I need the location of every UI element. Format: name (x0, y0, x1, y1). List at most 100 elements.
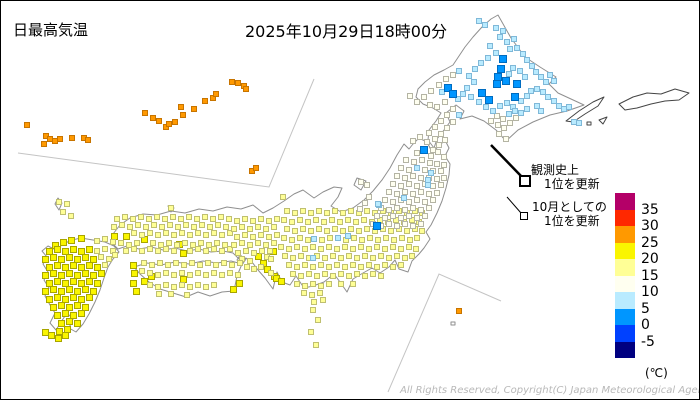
station-square-ly (119, 222, 125, 228)
station-square-iv (411, 159, 417, 165)
station-square-y (81, 253, 89, 261)
station-square-y (85, 245, 93, 253)
station-square-ly (147, 282, 153, 288)
station-square-ly (171, 248, 177, 254)
pointer-line-alltime (490, 144, 523, 178)
station-square-ly (147, 246, 153, 252)
station-square-ly (266, 234, 272, 240)
station-square-y (47, 331, 55, 339)
station-square-ly (159, 224, 165, 230)
station-square-y (57, 271, 65, 279)
station-square-o (456, 308, 462, 314)
station-square-ly (305, 237, 311, 243)
station-square-ly (199, 222, 205, 228)
station-square-y (69, 277, 77, 285)
station-square-ly (154, 214, 160, 220)
station-square-ly (375, 237, 381, 243)
station-square-o (213, 91, 219, 97)
station-square-pb (511, 36, 517, 42)
station-square-ly (131, 230, 137, 236)
station-square-ly (308, 228, 314, 234)
station-square-y (77, 309, 85, 317)
station-square-iv (507, 120, 513, 126)
station-square-pb (518, 98, 524, 104)
station-square-y (65, 317, 73, 325)
station-square-iv (422, 213, 428, 219)
station-square-y (55, 327, 63, 335)
station-square-o (191, 106, 197, 112)
station-square-iv (432, 136, 438, 142)
station-square-o (150, 115, 156, 121)
station-square-y (53, 311, 61, 319)
station-square-y (45, 279, 53, 287)
station-square-ly (126, 242, 132, 248)
station-square-ly (414, 235, 420, 241)
station-square-iv (410, 173, 416, 179)
legend-cell (615, 226, 635, 243)
station-square-ly (346, 253, 352, 259)
station-square-ly (150, 240, 156, 246)
station-square-ly (297, 217, 303, 223)
station-square-y (45, 295, 53, 303)
station-square-iv (406, 213, 412, 219)
station-square-ly (250, 218, 256, 224)
station-square-y (235, 279, 243, 287)
station-square-iv (421, 94, 427, 100)
station-square-pb (524, 93, 530, 99)
station-square-ly (359, 237, 365, 243)
station-square-pb (476, 99, 482, 105)
station-square-ly (268, 256, 274, 262)
station-square-ly (378, 253, 384, 259)
station-square-mb (478, 89, 486, 97)
station-square-y (61, 263, 69, 271)
station-square-ly (294, 264, 300, 270)
station-square-ly (195, 270, 201, 276)
station-square-ly (382, 246, 388, 252)
station-square-ly (301, 290, 307, 296)
station-square-iv (390, 213, 396, 219)
station-square-pb (551, 78, 557, 84)
station-square-ly (271, 224, 277, 230)
station-square-ly (168, 205, 174, 211)
legend-cell (615, 325, 635, 342)
station-square-ly (386, 255, 392, 261)
station-square-ly (292, 210, 298, 216)
station-square-pb (335, 235, 341, 241)
station-square-iv (438, 168, 444, 174)
station-square-iv (410, 205, 416, 211)
station-square-ly (187, 272, 193, 278)
station-square-ly (342, 264, 348, 270)
station-square-ly (243, 248, 249, 254)
station-square-ly (219, 272, 225, 278)
station-square-pb (543, 79, 549, 85)
legend-tick-label: 0 (641, 317, 650, 333)
station-square-pb (482, 22, 488, 28)
station-square-ly (205, 260, 211, 266)
station-square-ly (210, 216, 216, 222)
station-square-ly (135, 222, 141, 228)
kuril-islands-group (565, 88, 690, 126)
station-square-ly (155, 248, 161, 254)
station-square-iv (386, 189, 392, 195)
station-square-ly (319, 237, 325, 243)
observation-datetime: 2025年10月29日18時00分 (245, 22, 448, 41)
station-square-y (85, 261, 93, 269)
station-square-pb (551, 98, 557, 104)
station-square-ly (139, 248, 145, 254)
station-square-ly (274, 232, 280, 238)
station-square-ly (250, 234, 256, 240)
station-square-pb (518, 110, 524, 116)
station-square-ly (255, 224, 261, 230)
station-square-ly (237, 260, 243, 266)
station-square-iv (364, 182, 370, 188)
station-square-o (243, 86, 249, 92)
station-square-ly (163, 246, 169, 252)
station-square-iv (438, 131, 444, 137)
station-square-ly (263, 226, 269, 232)
station-square-iv (414, 215, 420, 221)
station-square-ly (309, 292, 315, 298)
station-square-ly (282, 253, 288, 259)
station-square-mb (499, 55, 507, 63)
station-square-ly (163, 270, 169, 276)
